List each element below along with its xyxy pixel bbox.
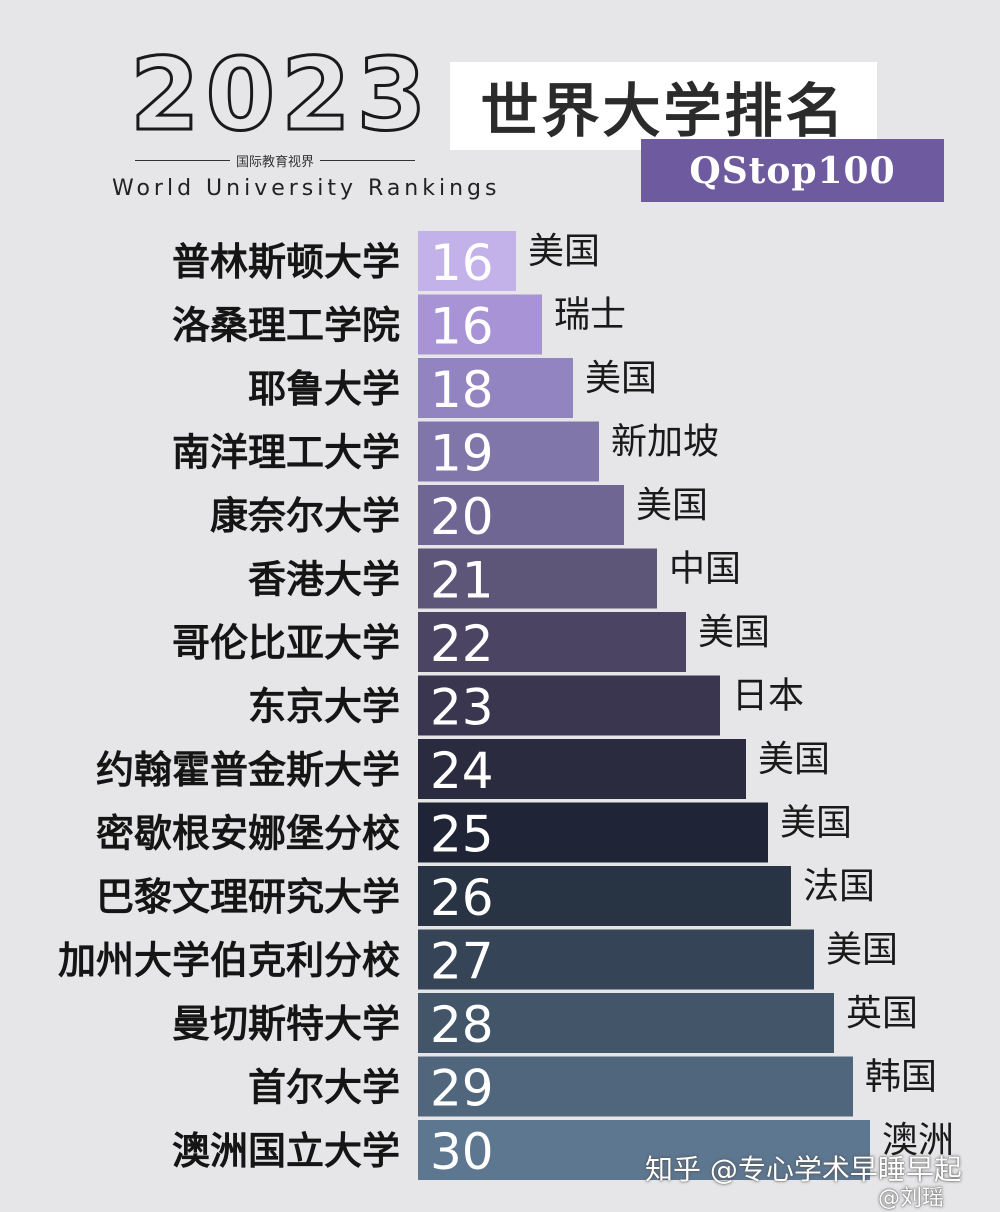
university-label: 澳洲国立大学 bbox=[172, 1129, 400, 1173]
divider-line-right bbox=[320, 159, 416, 161]
country-label: 澳洲 bbox=[882, 1120, 954, 1161]
rank-value-label: 23 bbox=[430, 679, 494, 737]
rank-value-label: 18 bbox=[430, 361, 494, 419]
rank-value-label: 30 bbox=[430, 1123, 494, 1181]
rank-bar bbox=[418, 1056, 853, 1117]
university-label: 普林斯顿大学 bbox=[172, 240, 400, 284]
rank-bar bbox=[418, 993, 834, 1053]
country-label: 美国 bbox=[780, 803, 852, 844]
country-label: 新加坡 bbox=[611, 422, 719, 463]
university-label: 南洋理工大学 bbox=[172, 431, 400, 475]
rank-bar bbox=[418, 675, 720, 736]
rank-value-label: 27 bbox=[430, 933, 494, 991]
country-label: 美国 bbox=[758, 739, 830, 780]
university-label: 巴黎文理研究大学 bbox=[96, 875, 400, 919]
rank-bar bbox=[418, 612, 686, 672]
year-subtitle: 国际教育视界 bbox=[135, 150, 416, 170]
year-heading: 2023 bbox=[129, 36, 433, 153]
university-label: 洛桑理工学院 bbox=[172, 304, 400, 348]
divider-line-left bbox=[135, 159, 230, 161]
university-label: 哥伦比亚大学 bbox=[172, 621, 400, 665]
rank-value-label: 22 bbox=[430, 615, 494, 673]
rank-bar bbox=[418, 739, 746, 799]
page-title: 世界大学排名 bbox=[480, 77, 847, 145]
rank-bar bbox=[418, 358, 573, 418]
university-label: 香港大学 bbox=[248, 558, 400, 602]
university-label: 加州大学伯克利分校 bbox=[58, 939, 400, 983]
watermark-weibo: @刘瑶 bbox=[878, 1186, 945, 1211]
university-label: 曼切斯特大学 bbox=[172, 1002, 400, 1046]
year-subtitle-text: 国际教育视界 bbox=[236, 154, 315, 170]
university-label: 耶鲁大学 bbox=[248, 367, 400, 411]
university-label: 康奈尔大学 bbox=[210, 494, 400, 538]
rank-value-label: 21 bbox=[430, 552, 494, 610]
title-box: 世界大学排名 bbox=[450, 62, 877, 150]
rank-value-label: 16 bbox=[430, 298, 494, 356]
country-label: 英国 bbox=[846, 993, 918, 1034]
country-label: 瑞士 bbox=[554, 295, 626, 336]
rank-bar bbox=[418, 1120, 870, 1180]
rank-bar bbox=[418, 866, 791, 926]
rank-bar bbox=[418, 421, 599, 482]
university-label: 首尔大学 bbox=[248, 1066, 400, 1110]
university-label: 约翰霍普金斯大学 bbox=[96, 748, 400, 792]
rank-bar bbox=[418, 294, 542, 355]
country-label: 美国 bbox=[585, 358, 657, 399]
rank-value-label: 25 bbox=[430, 806, 494, 864]
university-label: 密歇根安娜堡分校 bbox=[96, 812, 400, 856]
country-label: 美国 bbox=[528, 231, 600, 272]
rank-value-label: 26 bbox=[430, 869, 494, 927]
country-label: 法国 bbox=[803, 866, 875, 907]
country-label: 美国 bbox=[636, 485, 708, 526]
rank-bar bbox=[418, 929, 814, 990]
rank-value-label: 24 bbox=[430, 742, 494, 800]
country-label: 韩国 bbox=[865, 1057, 937, 1098]
tag-label: QStop100 bbox=[689, 149, 896, 192]
rank-value-label: 28 bbox=[430, 996, 494, 1054]
watermark-zhihu: 知乎 @专心学术早睡早起 bbox=[645, 1153, 962, 1186]
country-label: 中国 bbox=[669, 549, 741, 590]
rank-value-label: 16 bbox=[430, 234, 494, 292]
rank-bar bbox=[418, 802, 768, 863]
country-label: 美国 bbox=[826, 930, 898, 971]
rank-value-label: 20 bbox=[430, 488, 494, 546]
rank-value-label: 19 bbox=[430, 425, 494, 483]
country-label: 美国 bbox=[698, 612, 770, 653]
university-label: 东京大学 bbox=[248, 685, 400, 729]
rank-bar bbox=[418, 548, 657, 609]
country-label: 日本 bbox=[732, 676, 804, 717]
rank-bar bbox=[418, 485, 624, 545]
tag-box: QStop100 bbox=[641, 139, 944, 202]
english-subtitle: World University Rankings bbox=[112, 176, 501, 201]
rank-bar bbox=[418, 231, 516, 291]
rank-value-label: 29 bbox=[430, 1060, 494, 1118]
